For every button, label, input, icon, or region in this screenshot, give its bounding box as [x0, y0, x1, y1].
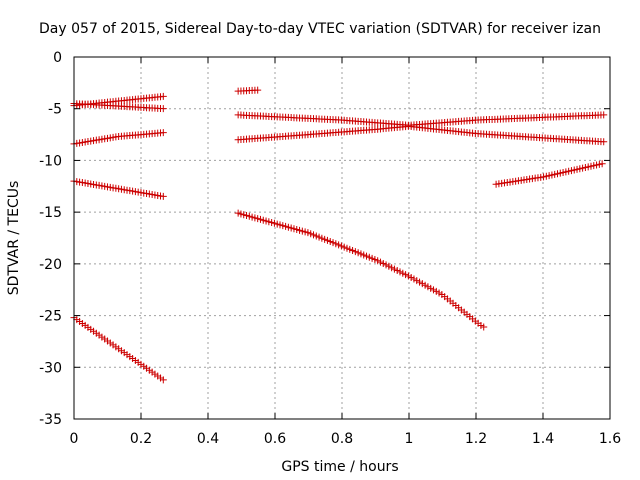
x-tick-label: 0.2	[130, 431, 152, 447]
series-arc-5	[70, 314, 167, 384]
series-arc-8	[234, 122, 608, 146]
y-tick-label: 0	[53, 50, 62, 66]
series-arc-6	[234, 86, 262, 95]
series-arc-2	[70, 100, 167, 113]
y-tick-label: -20	[39, 257, 62, 273]
data-point	[159, 376, 167, 384]
x-tick-label: 0.4	[197, 431, 219, 447]
ticks	[73, 56, 611, 420]
x-tick-label: 1.2	[465, 431, 487, 447]
data-point	[159, 105, 167, 113]
data-point	[480, 323, 488, 331]
data-point	[254, 86, 262, 94]
tick-labels: 0 0.2 0.4 0.6 0.8 1 1.2 1.4 1.6 0 -5 -10 -15 -20 -25 -3…	[39, 50, 621, 447]
x-tick-label: 1.6	[599, 431, 621, 447]
x-tick-label: 1	[405, 431, 414, 447]
data-point	[598, 160, 606, 168]
data-point	[600, 138, 608, 146]
y-tick-label: -30	[39, 360, 62, 376]
y-tick-label: -5	[48, 102, 62, 118]
series-arc-4	[70, 177, 167, 200]
y-tick-label: -10	[39, 153, 62, 169]
series-layer	[70, 86, 608, 384]
y-tick-label: -25	[39, 309, 62, 325]
data-point	[600, 111, 608, 119]
data-point	[159, 92, 167, 100]
y-tick-label: -15	[39, 205, 62, 221]
chart-title: Day 057 of 2015, Sidereal Day-to-day VTE…	[39, 21, 601, 37]
x-tick-label: 1.4	[532, 431, 554, 447]
data-point	[159, 129, 167, 137]
y-axis-label: SDTVAR / TECUs	[6, 181, 22, 296]
series-arc-10	[492, 160, 606, 188]
x-tick-label: 0	[70, 431, 79, 447]
x-tick-label: 0.8	[331, 431, 353, 447]
y-tick-label: -35	[39, 412, 62, 428]
x-axis-label: GPS time / hours	[281, 459, 398, 475]
data-point	[159, 192, 167, 200]
series-arc-9	[234, 209, 488, 331]
x-tick-label: 0.6	[264, 431, 286, 447]
